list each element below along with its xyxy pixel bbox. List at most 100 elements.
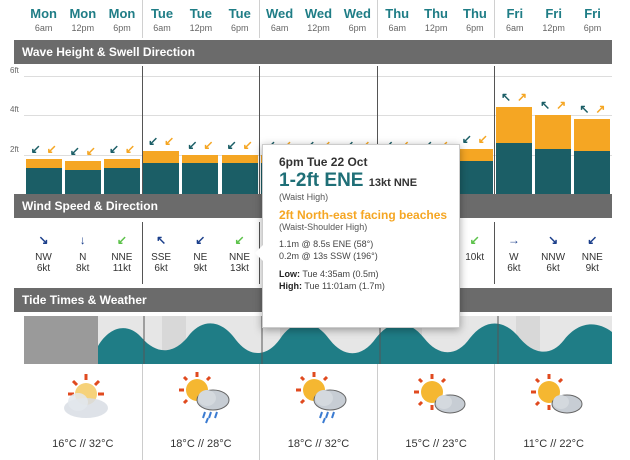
wind-direction: W <box>509 252 519 263</box>
swell-direction-arrow-icon: ↗ <box>516 90 528 105</box>
wave-bar[interactable] <box>456 148 493 194</box>
time-slot[interactable]: Fri 6pm <box>573 0 612 38</box>
swell-direction-arrow-icon: ↗ <box>595 102 606 117</box>
swell-direction-arrow-icon: ↙ <box>461 131 472 146</box>
swell-direction-arrow-icon: ↖ <box>540 98 551 113</box>
swell-direction-arrow-icon: ↙ <box>46 141 57 156</box>
day-column-tue: Tue 6am Tue 12pm Tue 6pm <box>141 0 260 38</box>
time-label: 6pm <box>230 23 249 33</box>
wind-slot[interactable]: ↘ NW 6kt <box>24 222 63 274</box>
day-separator <box>376 66 378 194</box>
time-slot[interactable]: Fri 12pm <box>534 0 573 38</box>
wind-slot[interactable]: ↙ NNE 11kt <box>102 222 141 274</box>
wave-bar[interactable] <box>221 154 258 194</box>
tooltip-beach-desc: (Waist-Shoulder High) <box>279 222 368 232</box>
time-slot[interactable]: Wed 6am <box>260 0 299 38</box>
day-label: Mon <box>108 6 136 21</box>
wind-slot[interactable]: → W 6kt <box>494 222 533 274</box>
wind-speed: 6kt <box>36 263 51 274</box>
wave-bar[interactable] <box>496 107 532 194</box>
time-slot[interactable]: Mon 6pm <box>102 0 141 38</box>
wave-bar[interactable] <box>64 160 101 194</box>
time-label: 6am <box>34 23 53 33</box>
time-label: 6pm <box>583 23 602 33</box>
time-slot[interactable]: Wed 12pm <box>299 0 338 38</box>
time-slot[interactable]: Thu 6am <box>378 0 417 38</box>
wave-bar[interactable] <box>182 154 219 194</box>
swell-direction-arrow-icon: ↖ <box>500 90 512 105</box>
time-slot[interactable]: Wed 6pm <box>338 0 377 38</box>
day-separator <box>259 66 261 194</box>
time-label: 6am <box>388 23 406 33</box>
tooltip-wave-size: 1-2ft ENE 13kt NNE <box>279 170 449 192</box>
wave-bar[interactable] <box>574 119 611 194</box>
tooltip-wind: 13kt NNE <box>368 177 418 189</box>
wind-speed: 10kt <box>465 252 485 263</box>
wind-slot[interactable]: ↙ 10kt <box>455 222 494 263</box>
wind-slot[interactable]: ↘ NNW 6kt <box>534 222 573 274</box>
primary-bar-segment <box>496 142 532 194</box>
wind-slot[interactable]: ↙ NNE 9kt <box>573 222 612 274</box>
day-separator <box>494 66 496 194</box>
wave-section-header: Wave Height & Swell Direction <box>14 40 612 64</box>
time-slot[interactable]: Mon 12pm <box>63 0 102 38</box>
wind-speed: 6kt <box>154 263 168 274</box>
swell-direction-arrow-icon: ↙ <box>226 137 237 152</box>
wind-direction: NE <box>193 252 208 263</box>
primary-bar-segment <box>182 162 219 194</box>
wave-bar[interactable] <box>25 158 62 194</box>
day-label: Tue <box>150 6 174 21</box>
time-label: 12pm <box>189 23 213 33</box>
sun-cloud-rain-icon <box>296 372 347 424</box>
hazy-sun-icon <box>64 374 108 418</box>
weather-day: 16°C // 32°C <box>24 364 142 460</box>
wave-bar[interactable] <box>535 115 572 194</box>
wind-slot[interactable]: ↙ NE 9kt <box>181 222 220 274</box>
time-slot[interactable]: Mon 6am <box>24 0 63 38</box>
tooltip-high-tide: High: Tue 11:01am (1.7m) <box>279 280 449 292</box>
wind-arrow-icon: ↙ <box>234 233 245 247</box>
wind-slot[interactable]: ↖ SSE 6kt <box>142 222 181 274</box>
day-separator <box>141 222 143 284</box>
wind-arrow-icon: ↙ <box>116 233 127 247</box>
wind-arrow-icon: ↙ <box>469 233 480 247</box>
time-slot[interactable]: Tue 6pm <box>220 0 259 38</box>
primary-bar-segment <box>535 148 572 194</box>
time-slot[interactable]: Thu 6pm <box>456 0 495 38</box>
day-column-fri: Fri 6am Fri 12pm Fri 6pm <box>494 0 612 38</box>
low-tide-label: Low: <box>279 269 300 279</box>
swell-direction-arrow-icon: ↙ <box>164 133 175 148</box>
day-header: Mon 6am Mon 12pm Mon 6pm Tue 6am Tue 12pm Tue… <box>24 0 612 38</box>
time-slot[interactable]: Tue 6am <box>143 0 182 38</box>
weather-day: 15°C // 23°C <box>376 364 495 460</box>
wave-bar[interactable] <box>143 150 180 194</box>
day-label: Thu <box>463 6 487 21</box>
day-label: Fri <box>545 6 562 21</box>
wind-arrow-icon: ↖ <box>156 233 167 247</box>
day-label: Wed <box>266 6 294 21</box>
time-slot[interactable]: Thu 12pm <box>417 0 456 38</box>
wind-speed: 6kt <box>507 263 521 274</box>
time-slot[interactable]: Tue 12pm <box>181 0 220 38</box>
wind-slot[interactable]: ↙ NNE 13kt <box>220 222 259 274</box>
day-column-wed: Wed 6am Wed 12pm Wed 6pm <box>259 0 377 38</box>
swell-direction-arrow-icon: ↙ <box>477 131 488 146</box>
time-slot[interactable]: Fri 6am <box>495 0 534 38</box>
day-label: Mon <box>30 6 57 21</box>
primary-bar-segment <box>221 162 258 194</box>
wave-bar[interactable] <box>104 158 140 194</box>
primary-bar-segment <box>574 150 611 194</box>
wind-direction: NW <box>35 252 52 263</box>
day-label: Tue <box>228 6 251 21</box>
forecast-tooltip: 6pm Tue 22 Oct 1-2ft ENE 13kt NNE (Waist… <box>255 144 460 328</box>
tooltip-size-value: 1-2ft ENE <box>279 170 364 191</box>
primary-bar-segment <box>143 162 180 194</box>
primary-bar-segment <box>25 168 62 194</box>
day-label: Fri <box>584 6 601 21</box>
wind-slot[interactable]: ↓ N 8kt <box>63 222 102 274</box>
wind-speed: 6kt <box>546 263 560 274</box>
tooltip-beach: 2ft North-east facing beaches <box>279 208 448 222</box>
wind-arrow-icon: → <box>507 233 520 247</box>
high-tide-value: Tue 11:01am (1.7m) <box>304 281 385 291</box>
day-column-thu: Thu 6am Thu 12pm Thu 6pm <box>376 0 495 38</box>
